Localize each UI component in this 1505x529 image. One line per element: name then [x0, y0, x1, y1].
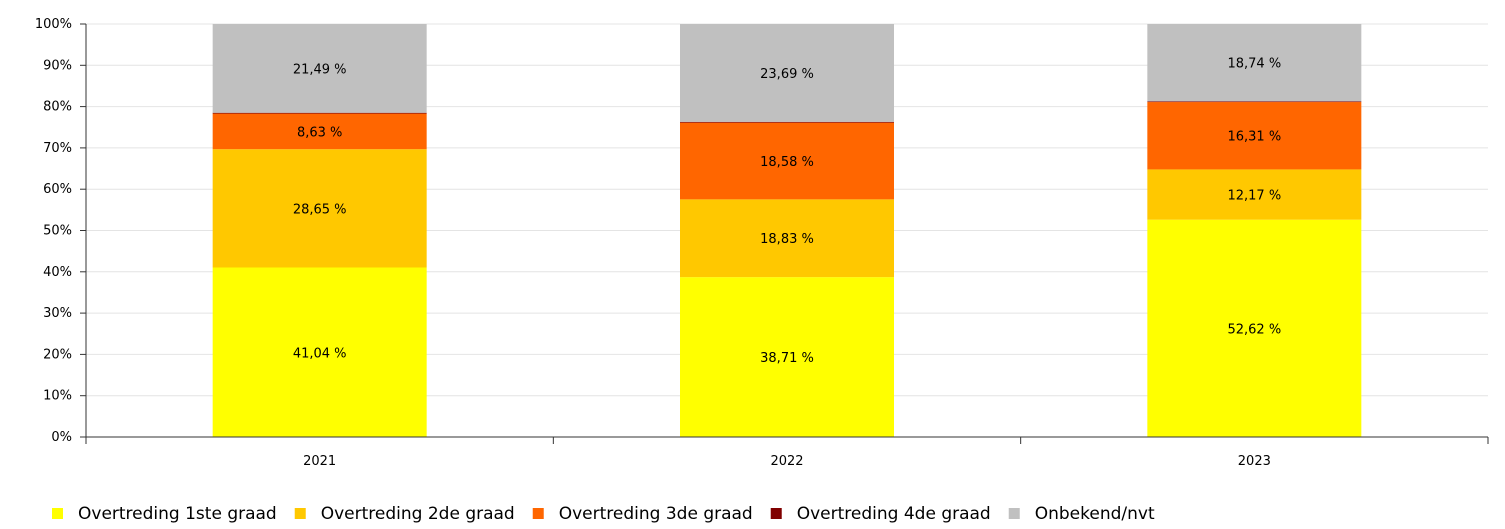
y-tick-label: 20%	[43, 347, 72, 362]
bar-segment	[1147, 102, 1362, 170]
legend-label: Overtreding 2de graad	[321, 504, 515, 524]
y-tick-label: 50%	[43, 224, 72, 239]
x-tick-label: 2021	[303, 454, 336, 469]
legend-swatch	[770, 508, 782, 519]
data-label: 38,71 %	[760, 351, 814, 366]
y-tick-label: 80%	[43, 100, 72, 115]
data-label: 18,83 %	[760, 232, 814, 247]
bar-segment	[680, 199, 894, 278]
data-label: 52,62 %	[1227, 322, 1281, 337]
y-tick-label: 60%	[43, 182, 72, 197]
data-label: 12,17 %	[1227, 189, 1281, 204]
bar-segment	[680, 121, 894, 123]
data-label: 23,69 %	[760, 67, 814, 82]
bar-segment	[212, 267, 427, 437]
data-label: 28,65 %	[293, 202, 347, 217]
y-tick-label: 40%	[43, 265, 72, 280]
legend: Overtreding 1ste graad Overtreding 2de gr…	[52, 504, 1155, 524]
bar-segment	[1147, 24, 1362, 102]
bar-segment	[1147, 101, 1362, 103]
y-tick-label: 10%	[43, 389, 72, 404]
y-tick-label: 30%	[43, 306, 72, 321]
y-tick-label: 100%	[35, 17, 72, 32]
bar-segment	[212, 113, 427, 150]
bar-segment	[680, 24, 894, 122]
data-label: 18,74 %	[1227, 57, 1281, 72]
bar-segment	[1147, 169, 1362, 220]
legend-label: Onbekend/nvt	[1035, 504, 1155, 524]
bar-segment	[680, 122, 894, 200]
y-tick-label: 70%	[43, 141, 72, 156]
legend-swatch	[1008, 508, 1020, 519]
legend-swatch	[294, 508, 306, 519]
legend-label: Overtreding 1ste graad	[78, 504, 277, 524]
axes: 0% 10% 20% 30% 40% 50% 60% 70% 80% 90% 100% 2021 202…	[35, 17, 1489, 469]
data-label: 41,04 %	[293, 346, 347, 361]
bar-segment	[680, 277, 894, 437]
data-label: 16,31 %	[1227, 130, 1281, 145]
legend-label: Overtreding 4de graad	[797, 504, 991, 524]
legend-swatch	[532, 508, 544, 519]
data-label: 18,58 %	[760, 155, 814, 170]
bar-segment	[1147, 219, 1362, 437]
x-tick-label: 2023	[1238, 454, 1271, 469]
data-label: 21,49 %	[293, 62, 347, 77]
x-tick-label: 2022	[770, 454, 803, 469]
legend-swatch	[52, 508, 63, 519]
bar-segment	[212, 112, 427, 114]
legend-label: Overtreding 3de graad	[559, 504, 753, 524]
bars: 41,04 % 28,65 % 8,63 % 21,49 % 38,71 % 18,83 …	[212, 24, 1362, 437]
data-label: 8,63 %	[297, 125, 342, 140]
y-tick-label: 90%	[43, 58, 72, 73]
bar-segment	[212, 24, 427, 113]
y-tick-label: 0%	[51, 430, 72, 445]
bar-segment	[212, 149, 427, 268]
